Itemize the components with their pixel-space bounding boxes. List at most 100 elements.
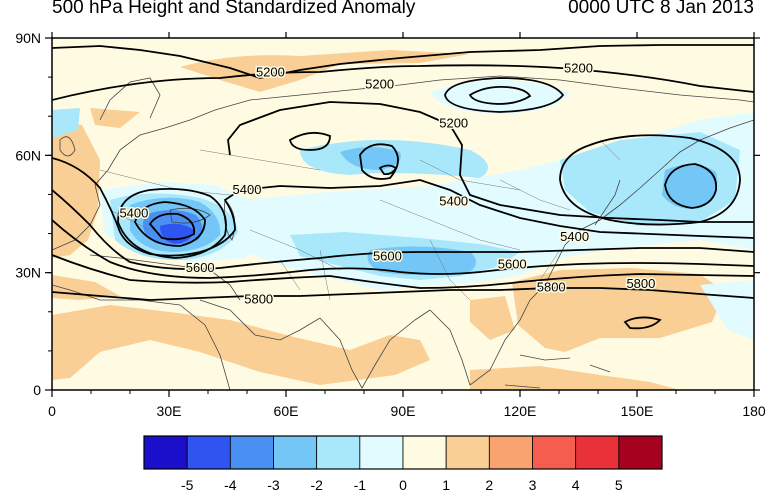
coastline-scandinavia [99,77,161,121]
colorbar-label: -3 [267,477,280,491]
lat-tick-label: 0 [33,382,41,398]
lon-tick-label: 30E [157,403,182,419]
coastline-southeast-asia [429,244,566,386]
coastline-india [319,309,431,389]
colorbar-label: 3 [529,477,537,491]
contour-5800 [52,287,754,301]
anomaly-area-africa-arabia [52,305,430,385]
contour-label: 5600 [186,260,215,275]
lon-tick-label: 150E [621,403,654,419]
coastline-british-isles [59,136,76,157]
contour-5800-loop [623,316,662,330]
lat-tick-label: 60N [15,147,41,163]
colorbar-label: -4 [224,477,237,491]
lon-tick-label: 90E [391,403,416,419]
coastline-mediterranean [89,254,241,301]
anomaly-area-arctic-low [430,80,570,114]
colorbar-frame [143,435,663,470]
contour-label: 5800 [626,276,655,291]
colorbar-label: 0 [399,477,407,491]
colorbar-swatch [445,435,490,470]
border-lines-north [199,139,621,191]
coastline-africa [52,284,231,390]
colorbar-label: -1 [354,477,367,491]
contour-label: 5600 [498,256,527,271]
contour-labels: 5200 5200 5200 5200 5400 5400 5400 5400 5600 5600… [118,59,657,308]
contour-5200-small-loop [288,131,331,151]
contour-label: 5400 [233,182,262,197]
contour-5200-siberia-loop [359,143,399,180]
anomaly-area-west-pacific [512,268,725,352]
contour-5200-polar [52,44,754,79]
contour-5200-siberia-inner [378,164,398,176]
colorbar-swatch [316,435,361,470]
anomaly-area-north-atlantic [52,108,80,138]
positive-anomaly-areas [52,50,725,390]
anomaly-area-siberia-core [340,147,401,170]
colorbar-label: -5 [181,477,194,491]
colorbar-swatch [532,435,577,470]
contour-5600 [52,189,754,271]
lat-tick-label: 30N [15,265,41,281]
contour-5400-okhotsk-core [664,163,718,209]
colorbar-swatch [488,435,533,470]
anomaly-area-europe-north [90,108,140,128]
contour-5200-inner-low [468,86,532,105]
contour-label: 5200 [439,115,468,130]
country-borders [99,139,621,301]
coastline-indonesia [504,354,611,389]
contour-5600-south [52,219,754,279]
anomaly-area-south-china [470,296,515,340]
contour-label: 5800 [537,280,566,295]
colorbar-swatch [402,435,447,470]
contour-caucasus-low-inner [134,201,206,247]
colorbar-label: -2 [310,477,323,491]
colorbar: -5 -4 -3 -2 -1 0 1 2 3 4 5 [143,435,663,491]
colorbar-label: 4 [572,477,580,491]
anomaly-area-okhotsk [662,164,718,209]
contour-label: 5200 [256,65,285,80]
border-lines-west [99,169,341,301]
colorbar-swatch [229,435,274,470]
colorbar-swatch [186,435,231,470]
coastline-east-asia [564,119,754,246]
contour-5200-closed-low [444,77,565,113]
colorbar-label: 2 [485,477,493,491]
colorbar-swatch [273,435,318,470]
height-contours [52,44,754,330]
anomaly-area-equator [470,366,680,390]
colorbar-swatch [575,435,620,470]
contour-label: 5400 [560,229,589,244]
map-axes: 0 30E 60E 90E 120E 150E 180 0 30N 60N 90N [15,30,766,419]
coastline-black-sea [169,207,211,224]
border-lines-east [379,179,571,301]
contour-label: 5400 [439,194,468,209]
contour-label: 5400 [119,205,148,220]
contour-5600-southern [52,254,754,289]
colorbar-swatch [359,435,404,470]
anomaly-area-tibet [367,246,476,275]
contour-5200-arctic [52,64,754,101]
anomaly-area-arctic-north [180,50,470,92]
map-title: 500 hPa Height and Standardized Anomaly [52,0,416,18]
contour-5200-trough [227,101,754,223]
coastlines [52,75,754,390]
lon-tick-label: 180 [742,403,766,419]
contour-5400-far-east-low [559,134,741,226]
contour-label: 5200 [365,76,394,91]
valid-time: 0000 UTC 8 Jan 2013 [568,0,754,18]
map-panel: 5200 5200 5200 5200 5400 5400 5400 5400 5600 5600… [51,37,755,391]
coastline-europe [52,75,754,251]
contour-caucasus-low-core [148,212,196,241]
colorbar-label: 5 [615,477,623,491]
colorbar-swatch [618,435,663,470]
contour-label: 5200 [564,61,593,76]
colorbar-swatch [143,435,188,470]
anomaly-shading [52,50,754,390]
lon-tick-label: 0 [48,403,56,419]
lon-tick-label: 60E [274,403,299,419]
contour-5400-west [52,157,754,257]
contour-label: 5600 [373,248,402,263]
lon-tick-label: 120E [504,403,537,419]
